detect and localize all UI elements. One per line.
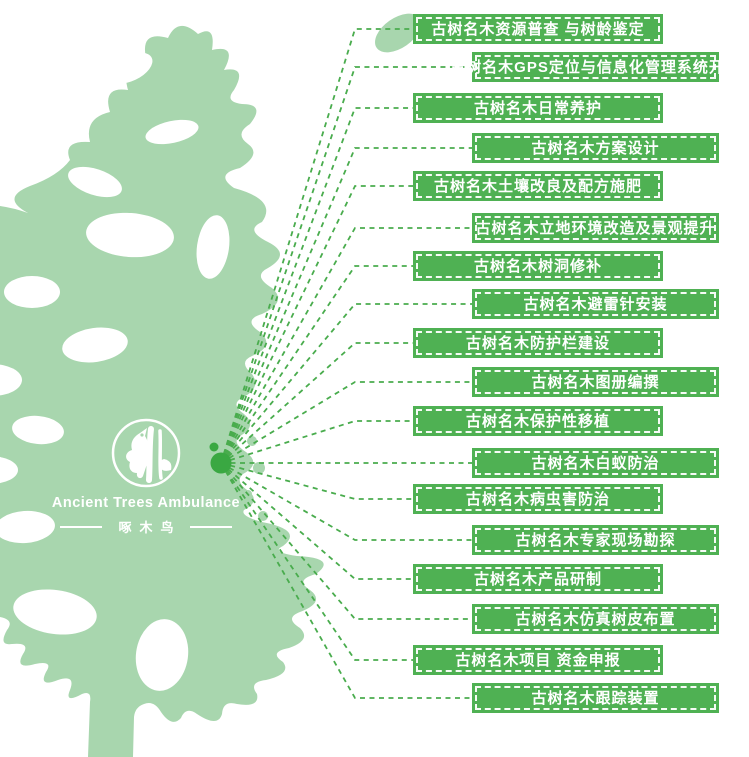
service-box-3: 古树名木日常养护: [413, 93, 663, 123]
logo-title-en: Ancient Trees Ambulance: [51, 495, 241, 511]
service-box-10: 古树名木图册编撰: [472, 367, 719, 397]
connector-line-5: [220, 185, 413, 464]
woodpecker-eye: [140, 433, 144, 437]
tree-silhouette: [0, 25, 324, 757]
connector-line-4: [220, 147, 472, 464]
woodpecker-body: [126, 428, 150, 479]
hub-dot-small: [209, 442, 219, 452]
service-label-12: 古树名木白蚁防治: [531, 454, 660, 472]
service-box-14: 古树名木专家现场勘探: [472, 525, 719, 555]
service-label-16: 古树名木仿真树皮布置: [515, 610, 676, 628]
service-box-11: 古树名木保护性移植: [413, 406, 663, 436]
service-label-10: 古树名木图册编撰: [531, 373, 660, 391]
service-label-8: 古树名木避雷针安装: [523, 295, 668, 313]
service-box-5: 古树名木土壤改良及配方施肥: [413, 171, 663, 201]
connector-line-3: [220, 107, 413, 464]
connector-line-1: [220, 28, 413, 464]
logo-trunk: [146, 426, 154, 483]
logo-leaf: [159, 459, 172, 471]
subtitle-rule-left: [60, 525, 103, 528]
service-label-4: 古树名木方案设计: [531, 139, 660, 157]
service-box-15: 古树名木产品研制: [413, 564, 663, 594]
service-box-9: 古树名木防护栏建设: [413, 328, 663, 358]
connector-line-14: [220, 462, 472, 541]
service-label-6: 古树名木立地环境改造及景观提升: [475, 219, 716, 237]
service-box-16: 古树名木仿真树皮布置: [472, 604, 719, 634]
service-box-4: 古树名木方案设计: [472, 133, 719, 163]
logo-title-zh: 啄木鸟: [118, 520, 182, 535]
service-box-17: 古树名木项目 资金申报: [413, 645, 663, 675]
connector-line-17: [220, 462, 413, 661]
logo-subtitle-row: 啄木鸟: [33, 517, 259, 536]
connector-line-16: [220, 462, 472, 620]
connector-line-10: [220, 381, 472, 464]
service-label-18: 古树名木跟踪装置: [531, 689, 660, 707]
service-label-17: 古树名木项目 资金申报: [455, 651, 621, 669]
service-label-11: 古树名木保护性移植: [465, 412, 610, 430]
service-box-7: 古树名木树洞修补: [413, 251, 663, 281]
brand-logo: Ancient Trees Ambulance 啄木鸟: [33, 416, 259, 536]
service-box-6: 古树名木立地环境改造及景观提升: [472, 213, 719, 243]
service-label-15: 古树名木产品研制: [473, 570, 602, 588]
service-box-8: 古树名木避雷针安装: [472, 289, 719, 319]
tree-branch-gaps: [0, 52, 230, 691]
service-label-3: 古树名木日常养护: [473, 99, 602, 117]
connector-line-15: [220, 462, 413, 580]
connector-line-18: [220, 462, 472, 699]
connector-line-7: [220, 265, 413, 464]
hub-dot: [210, 452, 232, 474]
service-box-12: 古树名木白蚁防治: [472, 448, 719, 478]
service-label-13: 古树名木病虫害防治: [465, 490, 610, 508]
service-label-2: 古树名木GPS定位与信息化管理系统开发: [450, 58, 741, 76]
woodpecker-tree-icon: [111, 418, 181, 488]
connector-line-8: [220, 303, 472, 464]
logo-trunk-2: [158, 429, 163, 480]
connector-line-9: [220, 342, 413, 464]
service-box-1: 古树名木资源普查 与树龄鉴定: [413, 14, 663, 44]
service-label-1: 古树名木资源普查 与树龄鉴定: [431, 20, 645, 38]
service-label-9: 古树名木防护栏建设: [465, 334, 610, 352]
service-label-5: 古树名木土壤改良及配方施肥: [433, 177, 642, 195]
subtitle-rule-right: [189, 525, 232, 528]
logo-circle: [111, 418, 181, 488]
service-box-18: 古树名木跟踪装置: [472, 683, 719, 713]
connector-line-2: [220, 66, 472, 464]
service-label-14: 古树名木专家现场勘探: [515, 531, 676, 549]
service-box-13: 古树名木病虫害防治: [413, 484, 663, 514]
service-box-2: 古树名木GPS定位与信息化管理系统开发: [450, 52, 740, 82]
service-label-7: 古树名木树洞修补: [473, 257, 602, 275]
connector-line-6: [220, 227, 472, 464]
